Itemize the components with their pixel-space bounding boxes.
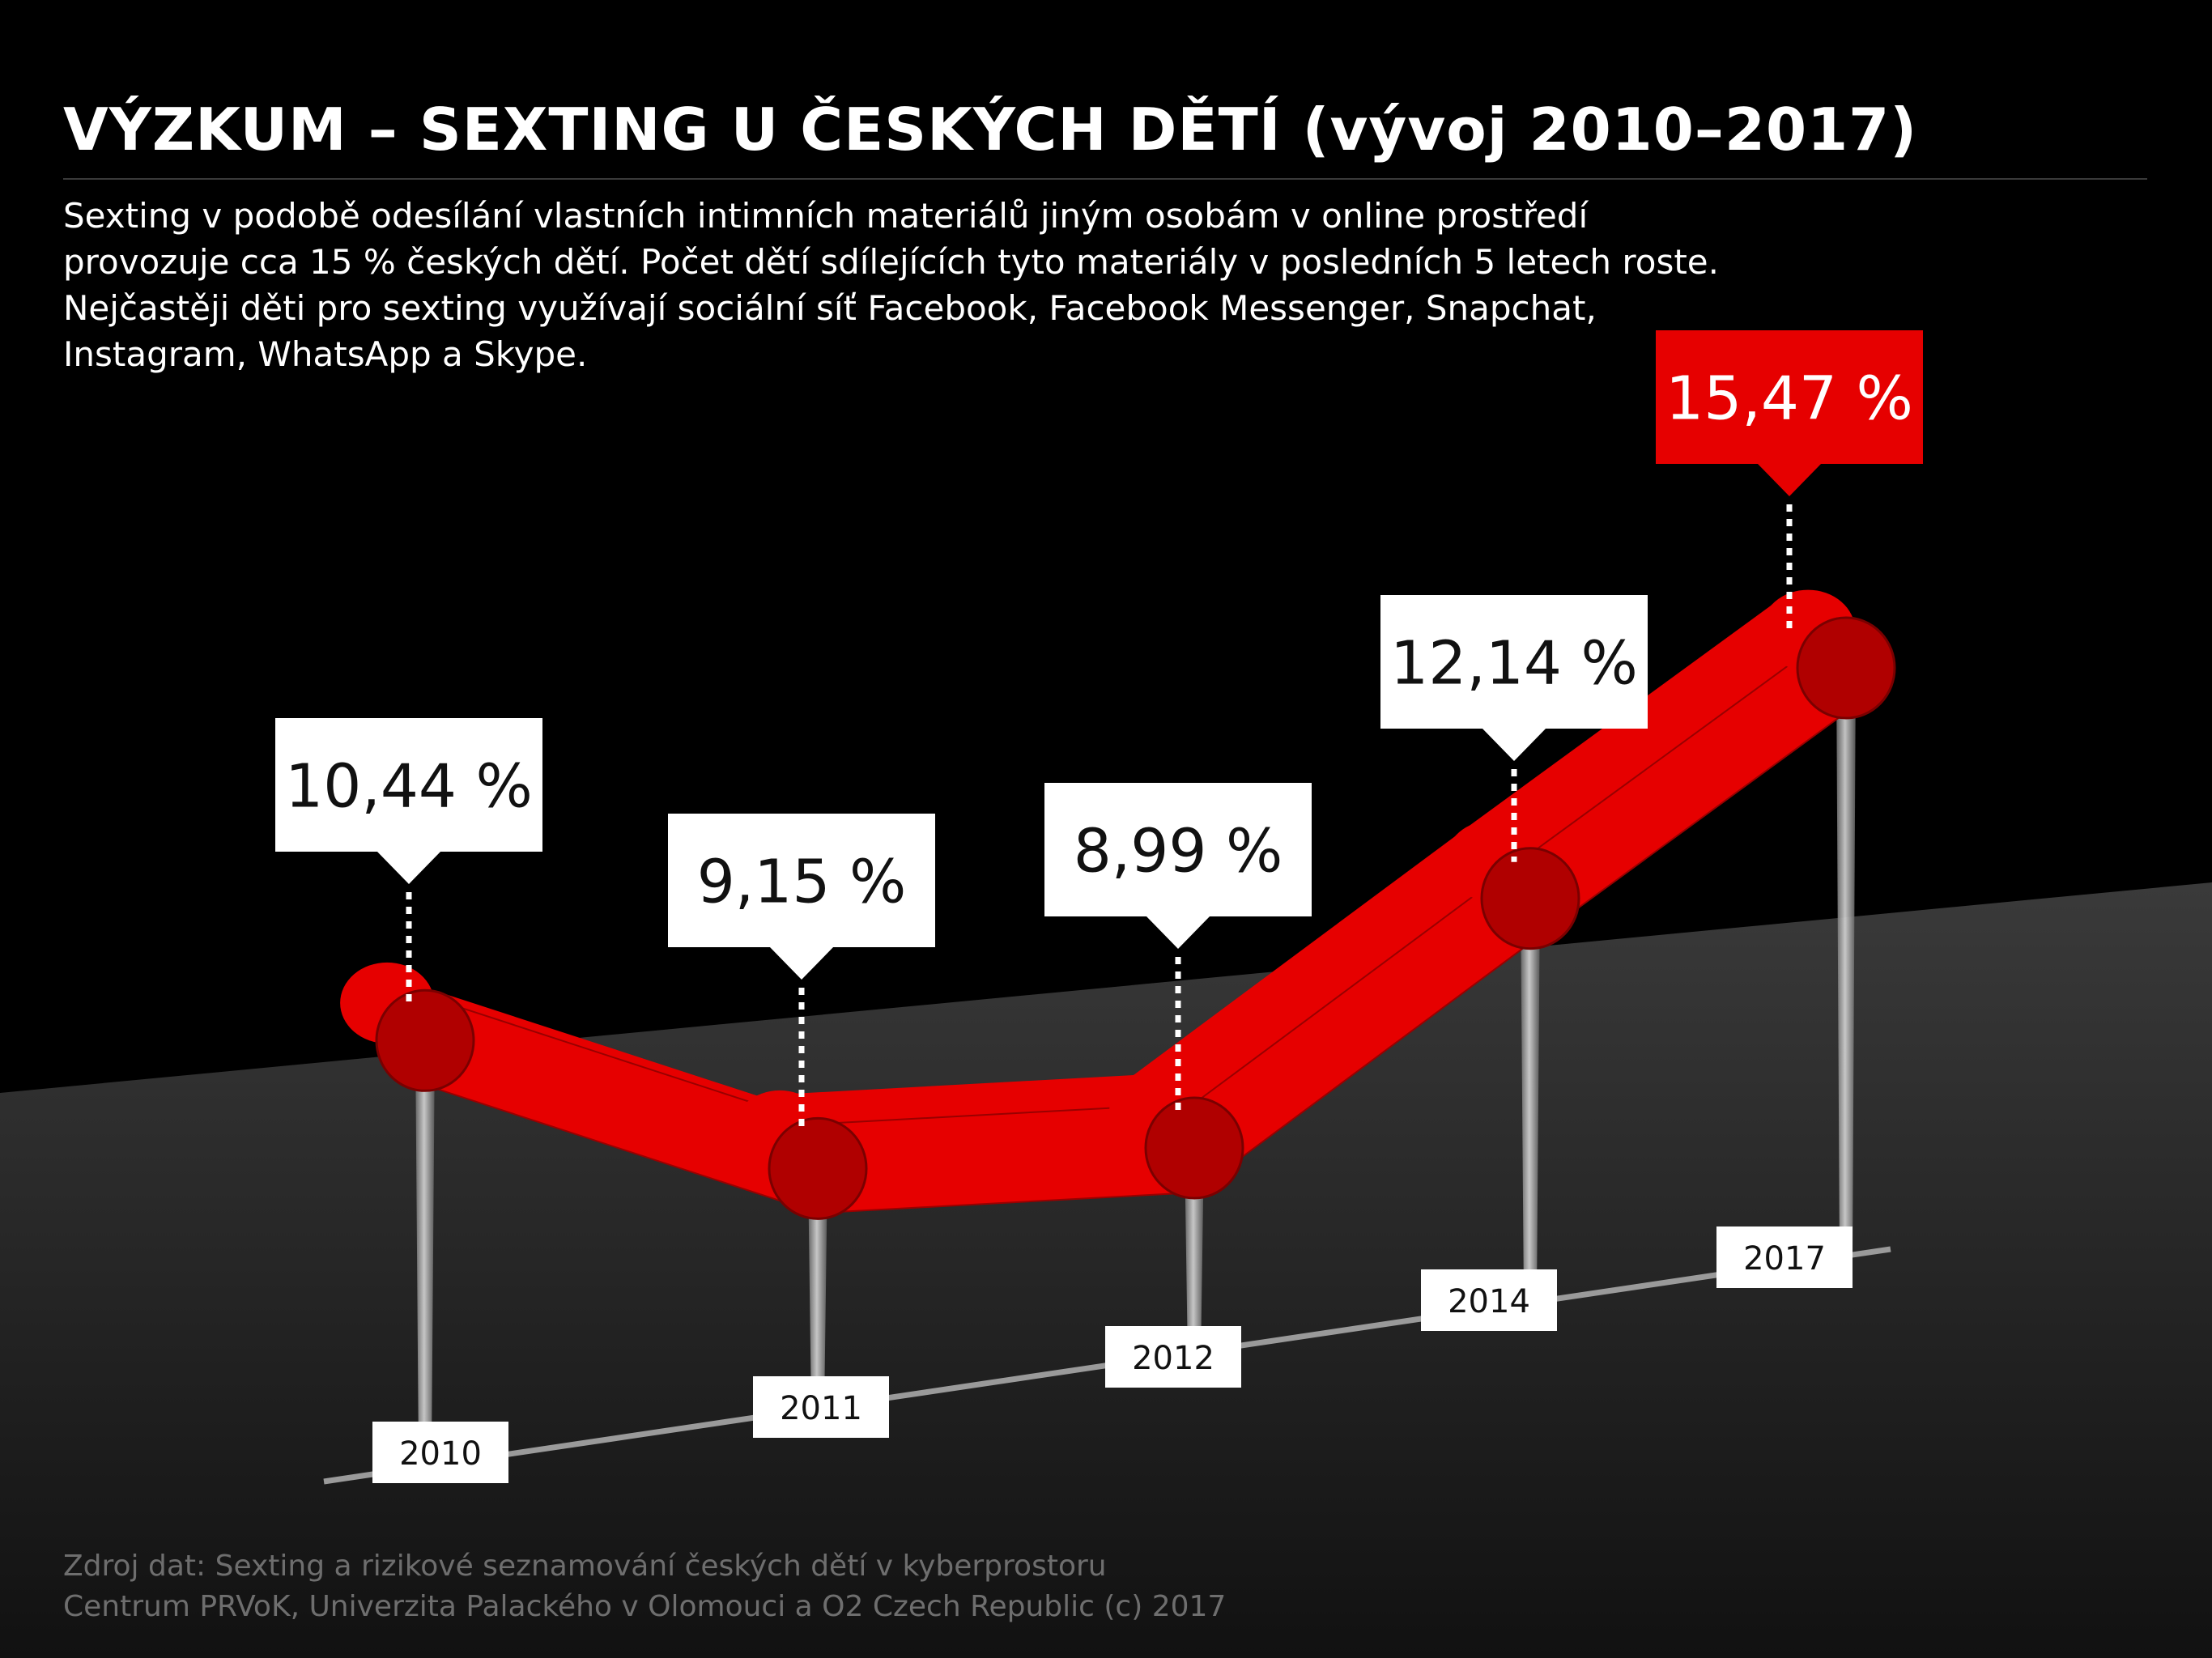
value-callout-pointer xyxy=(1146,916,1210,949)
year-label-box xyxy=(753,1376,889,1438)
data-point xyxy=(375,988,475,1092)
data-point xyxy=(1480,847,1580,950)
value-label: 8,99 % xyxy=(1074,817,1283,886)
value-callout-box xyxy=(668,814,935,947)
year-label-box xyxy=(1421,1269,1557,1331)
support-post xyxy=(415,1040,435,1457)
value-label: 10,44 % xyxy=(285,752,533,822)
data-point xyxy=(1796,616,1896,720)
data-point xyxy=(768,1116,868,1220)
year-label: 2011 xyxy=(780,1390,862,1427)
value-callout-box xyxy=(1044,783,1312,916)
data-line-group xyxy=(340,589,1896,1220)
source-note: Zdroj dat: Sexting a rizikové seznamován… xyxy=(63,1546,1226,1627)
subtitle-line: provozuje cca 15 % českých dětí. Počet d… xyxy=(63,242,1719,282)
year-label-box xyxy=(1716,1226,1853,1288)
value-label: 12,14 % xyxy=(1390,629,1638,699)
subtitle-line: Instagram, WhatsApp a Skype. xyxy=(63,334,588,374)
value-callout-box xyxy=(1380,595,1648,729)
year-label-box xyxy=(372,1422,508,1483)
value-label: 9,15 % xyxy=(697,848,907,917)
value-callout-box xyxy=(1656,330,1923,464)
data-point xyxy=(1144,1096,1244,1200)
subtitle: Sexting v podobě odesílání vlastních int… xyxy=(63,193,1925,377)
year-label: 2010 xyxy=(399,1435,482,1473)
line-segment-top xyxy=(1134,825,1530,1128)
support-post xyxy=(1836,668,1856,1257)
source-line: Centrum PRVoK, Univerzita Palackého v Ol… xyxy=(63,1590,1227,1623)
value-callout-pointer xyxy=(376,851,441,884)
line-segment-top xyxy=(1470,595,1846,878)
support-post xyxy=(808,1168,827,1411)
value-callout-box xyxy=(275,718,542,852)
year-label: 2014 xyxy=(1448,1283,1530,1320)
year-label: 2012 xyxy=(1132,1340,1214,1377)
support-post xyxy=(1185,1148,1204,1360)
value-callout-pointer xyxy=(1757,463,1822,496)
subtitle-line: Sexting v podobě odesílání vlastních int… xyxy=(63,196,1589,236)
value-callout-pointer xyxy=(769,946,834,980)
value-callout-pointer xyxy=(1482,728,1546,761)
subtitle-line: Nejčastěji děti pro sexting využívají so… xyxy=(63,288,1597,328)
year-label-box xyxy=(1105,1326,1241,1388)
value-label: 15,47 % xyxy=(1665,364,1913,434)
title-divider xyxy=(63,178,2147,180)
year-label: 2017 xyxy=(1743,1240,1826,1278)
page-title: VÝZKUM – SEXTING U ČESKÝCH DĚTÍ (vývoj 2… xyxy=(63,96,1918,164)
support-post xyxy=(1521,898,1540,1299)
source-line: Zdroj dat: Sexting a rizikové seznamován… xyxy=(63,1550,1107,1583)
